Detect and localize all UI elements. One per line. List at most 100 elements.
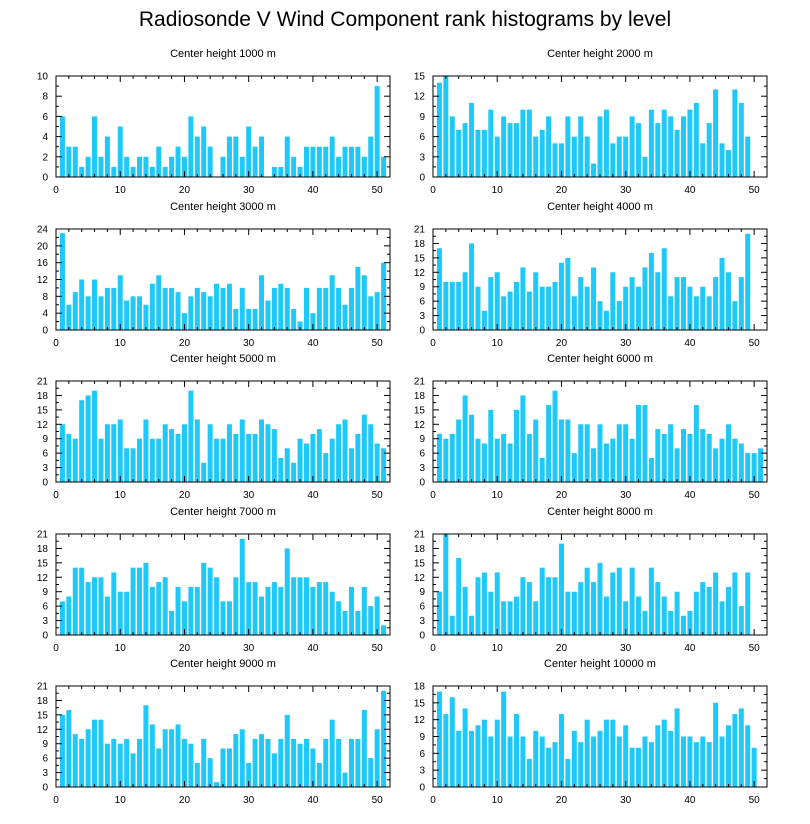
histogram-bar — [130, 296, 136, 330]
histogram-bar — [323, 582, 329, 635]
x-tick-label: 10 — [492, 795, 504, 806]
x-tick-label: 50 — [372, 643, 384, 654]
histogram-bar — [552, 143, 558, 177]
histogram-bar — [316, 287, 322, 330]
histogram-bar — [98, 577, 104, 635]
histogram-bar — [310, 146, 316, 177]
histogram-bar — [175, 292, 181, 331]
x-tick-label: 40 — [684, 643, 696, 654]
y-tick-label: 3 — [419, 311, 425, 322]
histogram-bar — [368, 424, 374, 482]
histogram-bar — [323, 453, 329, 482]
x-tick-label: 50 — [372, 795, 384, 806]
histogram-bar — [117, 591, 123, 635]
histogram-bar — [745, 572, 751, 635]
histogram-bar — [469, 414, 475, 482]
histogram-bar — [475, 725, 481, 787]
x-tick-label: 0 — [53, 643, 59, 654]
y-tick-label: 12 — [414, 268, 426, 279]
histogram-bar — [342, 304, 348, 330]
histogram-bar — [751, 453, 757, 482]
histogram-bar — [252, 308, 258, 330]
histogram-bar — [104, 743, 110, 787]
y-tick-label: 18 — [37, 391, 49, 402]
histogram-bar — [661, 248, 667, 330]
histogram-bar — [156, 275, 162, 330]
histogram-bar — [284, 287, 290, 330]
histogram-panel: Center height 2000 m 0 10 20 30 40 50 0 3 6 9 12 15 — [414, 48, 768, 196]
histogram-bar — [501, 116, 507, 177]
histogram-bar — [571, 730, 577, 787]
y-tick-label: 6 — [419, 297, 425, 308]
histogram-bar — [316, 146, 322, 177]
histogram-bar — [546, 405, 552, 482]
x-tick-label: 0 — [430, 338, 436, 349]
histogram-bar — [443, 76, 449, 177]
histogram-bar — [265, 424, 271, 482]
histogram-bar — [304, 577, 310, 635]
histogram-bar — [194, 762, 200, 787]
histogram-bar — [725, 272, 731, 330]
histogram-bar — [156, 748, 162, 787]
histogram-bar — [117, 275, 123, 330]
histogram-bar — [584, 424, 590, 482]
histogram-bar — [565, 257, 571, 330]
x-tick-label: 10 — [492, 490, 504, 501]
histogram-bar — [304, 738, 310, 787]
histogram-bar — [456, 419, 462, 482]
histogram-bar — [732, 301, 738, 330]
histogram-bar — [355, 266, 361, 331]
histogram-bar — [175, 146, 181, 177]
histogram-bar — [355, 610, 361, 635]
histogram-bar — [758, 448, 764, 482]
histogram-bar — [642, 156, 648, 177]
y-tick-label: 9 — [419, 112, 425, 123]
histogram-bar — [169, 156, 175, 177]
histogram-bar — [738, 606, 744, 635]
x-tick-label: 0 — [430, 490, 436, 501]
y-tick-label: 6 — [42, 754, 48, 765]
histogram-bar — [169, 729, 175, 787]
histogram-bar — [488, 591, 494, 635]
histogram-bar — [571, 296, 577, 330]
histogram-bar — [239, 156, 245, 177]
histogram-bar — [124, 156, 130, 177]
x-tick-label: 30 — [243, 643, 255, 654]
histogram-bar — [284, 714, 290, 787]
y-tick-label: 21 — [414, 530, 426, 541]
histogram-bar — [584, 136, 590, 177]
histogram-bar — [355, 433, 361, 482]
histogram-bar — [693, 405, 699, 482]
histogram-bar — [526, 291, 532, 330]
histogram-bar — [149, 283, 155, 330]
histogram-bar — [271, 166, 277, 177]
histogram-bar — [539, 457, 545, 482]
histogram-bar — [329, 591, 335, 635]
panel-title: Center height 3000 m — [170, 201, 276, 213]
histogram-bar — [469, 102, 475, 177]
histogram-bar — [610, 143, 616, 177]
histogram-bar — [552, 742, 558, 787]
histogram-bar — [449, 281, 455, 330]
histogram-bar — [239, 287, 245, 330]
histogram-bar — [719, 438, 725, 482]
histogram-bar — [239, 419, 245, 482]
histogram-bar — [188, 586, 194, 635]
histogram-bar — [111, 738, 117, 787]
histogram-bar — [194, 586, 200, 635]
histogram-bar — [501, 601, 507, 635]
y-tick-label: 8 — [42, 292, 48, 303]
y-tick-label: 6 — [419, 449, 425, 460]
histogram-bar — [72, 734, 78, 787]
panel-title: Center height 5000 m — [170, 353, 276, 365]
histogram-bar — [149, 586, 155, 635]
panel-title: Center height 8000 m — [547, 506, 653, 518]
y-tick-label: 0 — [42, 326, 48, 337]
histogram-bar — [265, 300, 271, 330]
y-tick-label: 21 — [37, 377, 49, 388]
histogram-bar — [488, 277, 494, 330]
histogram-bar — [636, 123, 642, 177]
histogram-bar — [558, 143, 564, 177]
histogram-bar — [616, 736, 622, 787]
histogram-bar — [278, 586, 284, 635]
